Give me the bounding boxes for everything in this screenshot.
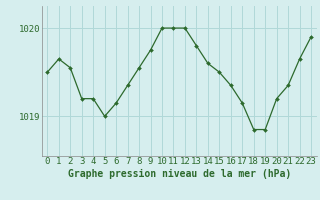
X-axis label: Graphe pression niveau de la mer (hPa): Graphe pression niveau de la mer (hPa) [68, 169, 291, 179]
